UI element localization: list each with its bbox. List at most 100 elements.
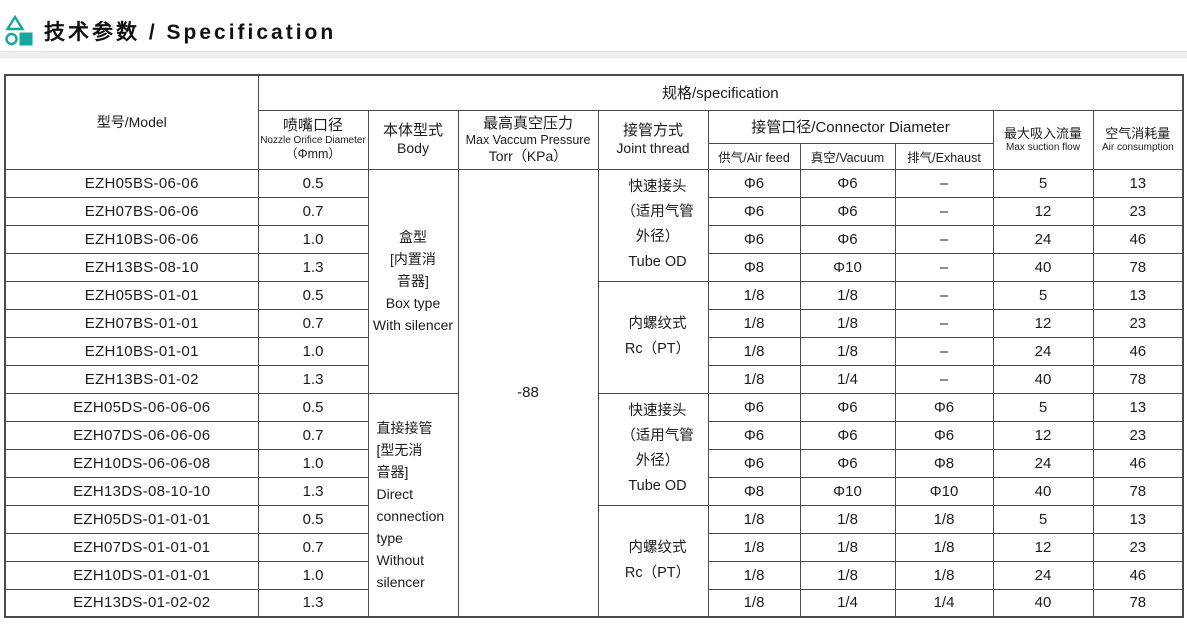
table-row: EZH10DS-06-06-08 1.0 Φ6 Φ6 Φ8 24 46 <box>4 448 1184 478</box>
model-cell: EZH05DS-01-01-01 <box>4 504 259 534</box>
air-feed-cell: Φ6 <box>707 224 801 254</box>
nozzle-diameter-cell: 0.7 <box>257 532 369 562</box>
brand-shapes-icon <box>5 14 33 45</box>
joint-thread-cell: 快速接头 （适用气管 外径） Tube OD <box>597 392 709 506</box>
vacuum-cell: 1/4 <box>799 364 896 394</box>
max-suction-flow-cell: 12 <box>992 196 1094 226</box>
col-header-air-feed: 供气/Air feed <box>707 142 801 170</box>
model-cell: EZH05BS-01-01 <box>4 280 259 310</box>
table-row: EZH13BS-08-10 1.3 Φ8 Φ10–40 78 <box>4 252 1184 282</box>
col-header-consumption: 空气消耗量 Air consumption <box>1092 109 1184 170</box>
model-cell: EZH13DS-01-02-02 <box>4 588 259 618</box>
air-consumption-cell: 78 <box>1092 252 1184 282</box>
vacuum-cell: 1/8 <box>799 560 896 590</box>
nozzle-diameter-cell: 1.3 <box>257 588 369 618</box>
max-suction-flow-cell: 40 <box>992 476 1094 506</box>
nozzle-diameter-cell: 1.3 <box>257 364 369 394</box>
vacuum-cell: Φ6 <box>799 196 896 226</box>
air-feed-cell: Φ8 <box>707 252 801 282</box>
col-header-pressure-en: Max Vaccum Pressure <box>465 132 591 147</box>
max-suction-flow-cell: 12 <box>992 420 1094 450</box>
air-feed-cell: Φ8 <box>707 476 801 506</box>
vacuum-cell: 1/8 <box>799 280 896 310</box>
max-suction-flow-cell: 12 <box>992 532 1094 562</box>
exhaust-cell: – <box>894 224 994 254</box>
exhaust-cell: – <box>894 364 994 394</box>
nozzle-diameter-cell: 0.5 <box>257 504 369 534</box>
col-header-joint-en: Joint thread <box>616 140 690 156</box>
air-consumption-cell: 46 <box>1092 336 1184 366</box>
vacuum-cell: Φ6 <box>799 448 896 478</box>
nozzle-diameter-cell: 1.0 <box>257 336 369 366</box>
model-cell: EZH05BS-06-06 <box>4 168 259 198</box>
nozzle-diameter-cell: 0.5 <box>257 392 369 422</box>
nozzle-diameter-cell: 0.7 <box>257 196 369 226</box>
model-cell: EZH13DS-08-10-10 <box>4 476 259 506</box>
vacuum-cell: 1/8 <box>799 336 896 366</box>
nozzle-diameter-cell: 1.0 <box>257 448 369 478</box>
max-suction-flow-cell: 5 <box>992 168 1094 198</box>
nozzle-diameter-cell: 0.7 <box>257 308 369 338</box>
vacuum-cell: Φ6 <box>799 168 896 198</box>
spec-table-body: EZH05BS-06-06 0.5 盒型 [内置消 音器] Box type With si… <box>4 168 1184 618</box>
air-consumption-cell: 13 <box>1092 168 1184 198</box>
max-suction-flow-cell: 24 <box>992 448 1094 478</box>
col-header-model: 型号/Model <box>4 74 259 170</box>
exhaust-cell: Φ8 <box>894 448 994 478</box>
air-feed-cell: 1/8 <box>707 336 801 366</box>
col-header-joint: 接管方式 Joint thread <box>597 109 709 170</box>
col-header-suction-en: Max suction flow <box>1006 141 1080 153</box>
max-suction-flow-cell: 40 <box>992 588 1094 618</box>
joint-thread-cell: 内螺纹式 Rc（PT） <box>597 504 709 618</box>
page-header: 技术参数 / Specification <box>0 0 1187 48</box>
col-header-suction-zh: 最大吸入流量 <box>1003 125 1082 141</box>
spec-group-header: 规格/specification <box>257 74 1184 111</box>
air-consumption-cell: 23 <box>1092 308 1184 338</box>
air-consumption-cell: 78 <box>1092 476 1184 506</box>
table-header: 型号/Model 规格/specification 喷嘴口径 Nozzle Or… <box>4 74 1184 170</box>
exhaust-cell: Φ6 <box>894 392 994 422</box>
air-feed-cell: Φ6 <box>707 448 801 478</box>
col-header-pressure-unit: Torr（KPa） <box>488 147 568 164</box>
max-suction-flow-cell: 40 <box>992 364 1094 394</box>
air-feed-cell: Φ6 <box>707 420 801 450</box>
vacuum-cell: Φ6 <box>799 224 896 254</box>
nozzle-diameter-cell: 1.3 <box>257 476 369 506</box>
air-feed-cell: 1/8 <box>707 588 801 618</box>
vacuum-cell: Φ10 <box>799 252 896 282</box>
air-consumption-cell: 46 <box>1092 448 1184 478</box>
max-suction-flow-cell: 24 <box>992 224 1094 254</box>
exhaust-cell: – <box>894 168 994 198</box>
exhaust-cell: – <box>894 280 994 310</box>
exhaust-cell: 1/8 <box>894 532 994 562</box>
table-row: EZH07DS-01-01-01 0.7 1/8 1/8 1/8 12 23 <box>4 532 1184 562</box>
vacuum-cell: Φ6 <box>799 420 896 450</box>
model-cell: EZH07BS-01-01 <box>4 308 259 338</box>
col-header-vacuum: 真空/Vacuum <box>799 142 896 170</box>
air-consumption-cell: 13 <box>1092 392 1184 422</box>
model-cell: EZH07DS-06-06-06 <box>4 420 259 450</box>
nozzle-diameter-cell: 1.0 <box>257 224 369 254</box>
max-suction-flow-cell: 5 <box>992 280 1094 310</box>
air-feed-cell: 1/8 <box>707 504 801 534</box>
air-consumption-cell: 23 <box>1092 196 1184 226</box>
vacuum-cell: 1/8 <box>799 532 896 562</box>
air-consumption-cell: 13 <box>1092 504 1184 534</box>
model-cell: EZH13BS-08-10 <box>4 252 259 282</box>
page-title: 技术参数 / Specification <box>44 20 337 44</box>
air-feed-cell: 1/8 <box>707 308 801 338</box>
col-header-joint-zh: 接管方式 <box>622 122 683 139</box>
max-suction-flow-cell: 24 <box>992 560 1094 590</box>
col-header-connector: 接管口径/Connector Diameter <box>707 109 994 144</box>
col-header-nozzle: 喷嘴口径 Nozzle Orifice Diameter （Φmm） <box>257 109 369 170</box>
exhaust-cell: – <box>894 308 994 338</box>
air-consumption-cell: 23 <box>1092 420 1184 450</box>
specification-table: 型号/Model 规格/specification 喷嘴口径 Nozzle Or… <box>4 74 1185 618</box>
exhaust-cell: – <box>894 336 994 366</box>
air-consumption-cell: 78 <box>1092 588 1184 618</box>
air-feed-cell: Φ6 <box>707 168 801 198</box>
vacuum-cell: 1/8 <box>799 308 896 338</box>
air-feed-cell: Φ6 <box>707 196 801 226</box>
table-row: EZH13BS-01-02 1.3 1/8 1/4–40 78 <box>4 364 1184 394</box>
air-feed-cell: Φ6 <box>707 392 801 422</box>
